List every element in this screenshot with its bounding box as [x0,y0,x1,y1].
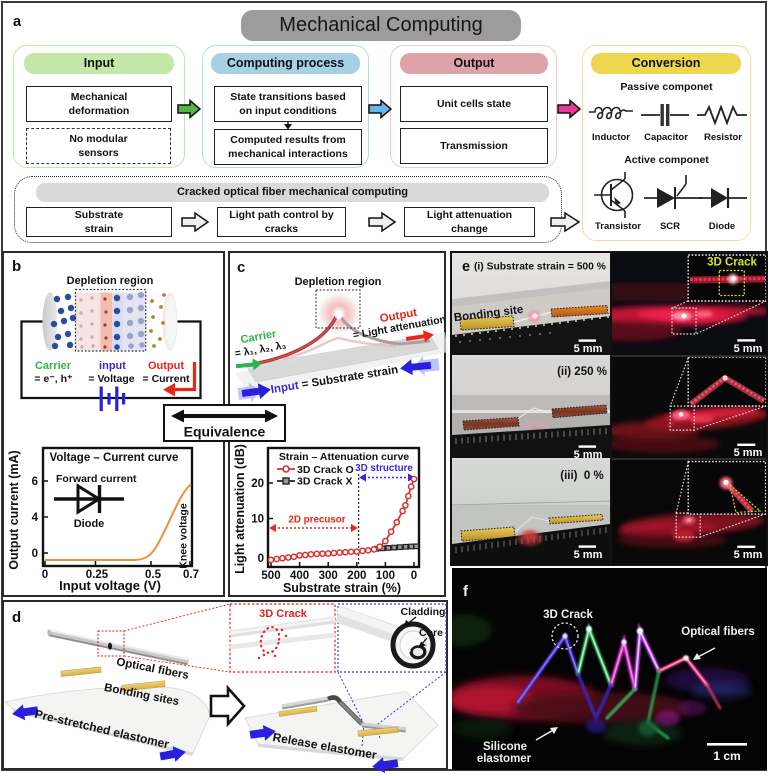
svg-text:c: c [237,259,245,276]
svg-text:Substrate strain (%): Substrate strain (%) [283,581,401,595]
svg-text:2D precusor: 2D precusor [288,515,345,526]
svg-text:0.25: 0.25 [86,569,109,581]
svg-text:= e⁻, h⁺: = e⁻, h⁺ [34,373,73,385]
svg-text:f: f [463,583,469,600]
svg-text:3D Crack X: 3D Crack X [297,476,352,488]
svg-text:5 mm: 5 mm [574,549,603,561]
svg-text:4: 4 [32,512,39,524]
svg-text:Depletion region: Depletion region [67,275,154,287]
svg-text:5 mm: 5 mm [734,549,763,561]
svg-text:elastomer: elastomer [477,753,532,765]
svg-text:0.5: 0.5 [145,569,162,581]
svg-text:5 mm: 5 mm [574,343,603,355]
svg-text:(i) Substrate strain = 500 %: (i) Substrate strain = 500 % [474,262,606,273]
svg-text:Cladding: Cladding [401,606,446,618]
svg-text:d: d [12,609,21,626]
svg-text:Diode: Diode [74,518,105,530]
svg-text:0: 0 [32,548,38,560]
svg-text:0.7: 0.7 [183,569,199,581]
svg-text:3D Crack: 3D Crack [259,608,308,620]
svg-text:400: 400 [290,570,309,582]
svg-text:Knee voltage: Knee voltage [178,503,190,569]
svg-text:= Current: = Current [143,373,190,385]
svg-text:0: 0 [258,553,264,565]
svg-text:200: 200 [347,570,366,582]
svg-text:(iii) 0 %: (iii) 0 % [560,470,603,482]
svg-text:Forward current: Forward current [56,473,137,485]
svg-text:Core: Core [419,627,443,639]
svg-text:6: 6 [32,476,38,488]
svg-text:Strain – Attenuation curve: Strain – Attenuation curve [279,451,409,463]
svg-text:Depletion region: Depletion region [295,276,382,288]
svg-text:Output current (mA): Output current (mA) [7,450,21,569]
svg-text:5 mm: 5 mm [734,343,763,355]
svg-text:500: 500 [261,570,280,582]
svg-text:Silicone: Silicone [483,741,527,753]
svg-text:3D Crack: 3D Crack [707,257,757,269]
svg-text:3D structure: 3D structure [355,463,413,474]
svg-text:(ii) 250 %: (ii) 250 % [557,366,607,378]
svg-text:Light attenuation (dB): Light attenuation (dB) [233,444,247,574]
svg-text:10: 10 [251,514,264,526]
svg-text:5 mm: 5 mm [734,447,763,458]
svg-text:Voltage – Current curve: Voltage – Current curve [50,452,179,464]
svg-text:Input voltage (V): Input voltage (V) [59,578,161,593]
svg-text:100: 100 [376,570,395,582]
svg-text:3D Crack: 3D Crack [543,609,593,621]
svg-text:input: input [99,360,126,372]
svg-text:Optical fibers: Optical fibers [681,626,755,638]
svg-text:1 cm: 1 cm [713,749,740,763]
svg-text:Equivalence: Equivalence [184,424,266,440]
svg-text:= Voltage: = Voltage [88,373,134,385]
svg-text:0: 0 [411,570,417,582]
svg-text:3D Crack O: 3D Crack O [297,464,354,476]
svg-text:Output: Output [148,360,184,372]
svg-text:5 mm: 5 mm [574,449,603,458]
svg-text:e: e [462,259,470,275]
svg-text:300: 300 [319,570,338,582]
svg-text:Carrier: Carrier [35,360,72,372]
svg-text:0: 0 [42,569,48,581]
svg-text:b: b [12,258,21,275]
svg-text:20: 20 [251,478,264,490]
